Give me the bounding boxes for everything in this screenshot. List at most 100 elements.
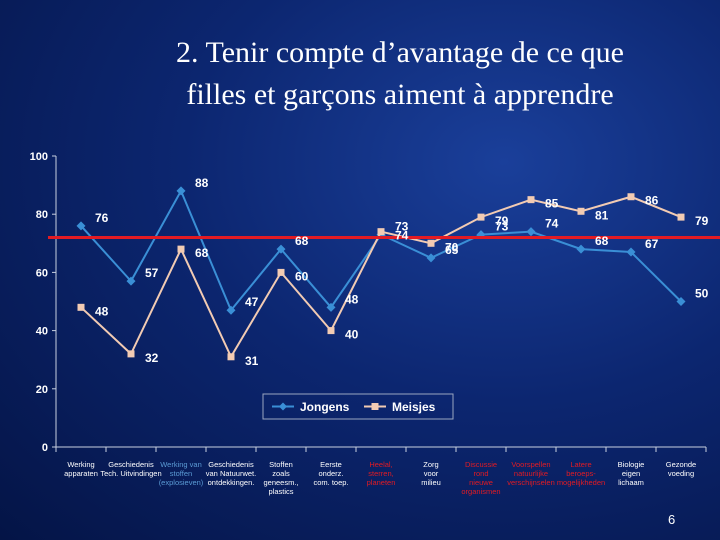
data-point-jongens	[676, 297, 686, 306]
chart-series	[76, 186, 686, 361]
page-number: 6	[668, 512, 676, 527]
x-category-label-line: apparaten	[64, 469, 98, 478]
data-point-jongens	[576, 244, 586, 254]
x-category-label: Discussie rond nieuwe organismen	[461, 460, 500, 496]
legend-label-meisjes: Meisjes	[392, 400, 436, 414]
x-category-label-line: voeding	[668, 469, 694, 478]
x-category-label-line: lichaam	[618, 478, 644, 487]
data-label-jongens: 73	[495, 220, 509, 234]
x-category-label: Latere beroeps-mogelijkheden	[557, 460, 605, 487]
x-category-label-line: milieu	[421, 478, 441, 487]
data-point-jongens	[626, 247, 636, 257]
x-category-label-line: ontdekkingen.	[208, 478, 255, 487]
x-category-label-line: Eerste	[320, 460, 342, 469]
data-point-jongens	[526, 227, 536, 237]
data-label-jongens: 68	[595, 234, 609, 248]
x-category-label-line: Biologie	[618, 460, 645, 469]
x-category-label: Stoffen zoals geneesm., plastics	[263, 460, 298, 496]
data-label-meisjes: 48	[95, 304, 109, 318]
data-label-jongens: 68	[295, 234, 309, 248]
x-category-label-line: Latere	[570, 460, 591, 469]
x-category-label-line: voor	[424, 469, 439, 478]
data-point-meisjes	[627, 193, 635, 201]
chart-axes: 0 20 40 60 80 100	[30, 151, 707, 454]
x-category-label-line: Werking	[67, 460, 94, 469]
data-point-jongens	[76, 221, 86, 231]
x-category-label-line: rond	[473, 469, 488, 478]
legend-marker-meisjes	[371, 403, 379, 410]
x-category-label-line: nieuwe	[469, 478, 493, 487]
legend-marker-jongens	[279, 402, 287, 411]
data-point-meisjes	[77, 303, 85, 311]
x-category-label-line: mogelijkheden	[557, 478, 605, 487]
data-label-meisjes: 79	[695, 214, 709, 228]
data-label-meisjes: 79	[495, 214, 509, 228]
y-tick-label: 60	[36, 267, 48, 279]
data-point-jongens	[326, 302, 336, 312]
y-tick-label: 100	[30, 151, 48, 163]
data-point-meisjes	[427, 239, 435, 247]
x-category-label-line: Zorg	[423, 460, 438, 469]
data-label-jongens: 57	[145, 266, 159, 280]
data-point-meisjes	[227, 353, 235, 361]
y-tick-label: 0	[42, 442, 48, 454]
data-label-meisjes: 81	[595, 208, 609, 222]
data-point-jongens	[176, 186, 186, 196]
data-label-meisjes: 40	[345, 328, 359, 342]
data-label-jongens: 73	[395, 220, 409, 234]
data-label-meisjes: 68	[195, 246, 209, 260]
x-category-label-line: beroeps-	[566, 469, 596, 478]
x-category-label-line: stoffen	[170, 469, 192, 478]
x-category-label-line: onderz.	[318, 469, 343, 478]
data-point-jongens	[426, 253, 436, 263]
data-label-jongens: 88	[195, 176, 209, 190]
x-category-label-line: verschijnselen	[507, 478, 555, 487]
series-line-meisjes	[80, 195, 682, 359]
slide-title-line2: filles et garçons aiment à apprendre	[186, 78, 614, 111]
data-label-meisjes: 70	[445, 240, 459, 254]
data-point-jongens	[276, 244, 286, 254]
x-category-label-line: planeten	[367, 478, 396, 487]
x-category-label-line: Heelal,	[369, 460, 392, 469]
y-tick-label: 40	[36, 326, 48, 338]
data-label-meisjes: 31	[245, 354, 259, 368]
x-category-label-line: plastics	[268, 487, 293, 496]
data-label-jongens: 67	[645, 237, 659, 251]
legend-box	[262, 393, 454, 420]
x-category-label: Biologie eigen lichaam	[618, 460, 645, 487]
data-label-meisjes: 60	[295, 269, 309, 283]
x-category-label-line: natuurlijke	[514, 469, 548, 478]
data-point-jongens	[126, 276, 136, 286]
data-point-meisjes	[127, 350, 135, 358]
x-category-label-line: Voorspellen	[511, 460, 550, 469]
x-category-label: Zorg voor milieu	[421, 460, 441, 487]
x-category-label: Eerste onderz. com. toep.	[313, 460, 348, 487]
x-category-label-line: Tech. Uitvindingen	[100, 469, 161, 478]
data-point-meisjes	[527, 196, 535, 204]
data-label-meisjes: 32	[145, 351, 159, 365]
data-label-jongens: 65	[445, 243, 459, 257]
x-category-label: Gezonde voeding	[666, 460, 696, 478]
x-category-label-line: Gezonde	[666, 460, 696, 469]
x-category-label-line: com. toep.	[313, 478, 348, 487]
legend-label-jongens: Jongens	[300, 400, 350, 414]
x-category-label: Voorspellen natuurlijke verschijnselen	[507, 460, 555, 487]
y-tick-label: 80	[36, 209, 48, 221]
data-label-jongens: 76	[95, 211, 109, 225]
chart-legend: Jongens Meisjes	[262, 393, 454, 420]
data-point-meisjes	[477, 213, 485, 221]
data-label-jongens: 47	[245, 295, 259, 309]
data-label-meisjes: 85	[545, 197, 559, 211]
data-point-meisjes	[677, 213, 685, 221]
x-category-label: Heelal, sterren, planeten	[367, 460, 396, 487]
data-point-meisjes	[577, 207, 585, 215]
x-category-label-line: van Natuurwet.	[206, 469, 256, 478]
x-category-label: Werking apparaten	[64, 460, 98, 478]
data-label-jongens: 74	[545, 217, 559, 231]
x-category-label-line: organismen	[461, 487, 500, 496]
data-point-meisjes	[277, 268, 285, 276]
x-category-label-line: Discussie	[465, 460, 497, 469]
